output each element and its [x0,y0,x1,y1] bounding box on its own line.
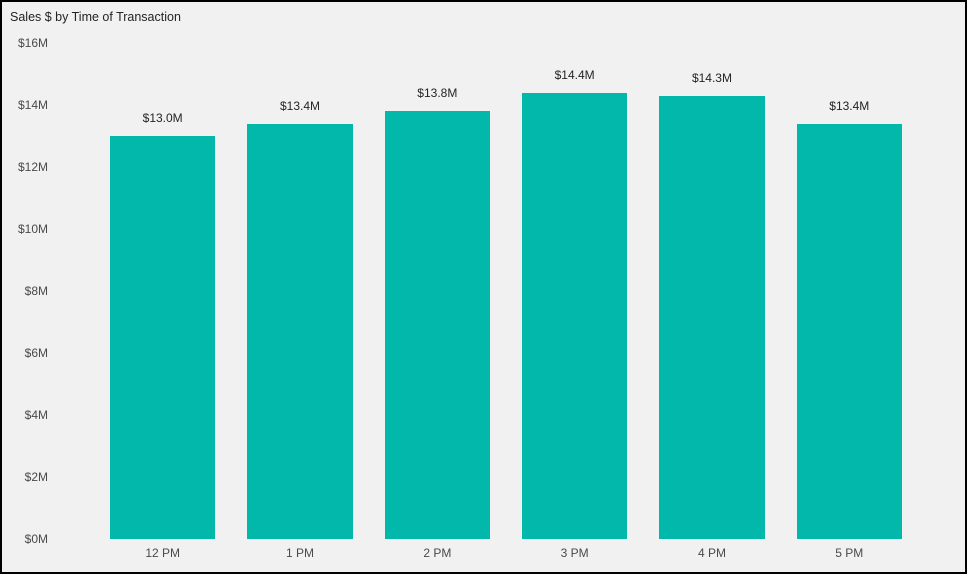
x-axis-label: 2 PM [423,546,452,560]
y-axis-tick: $16M [17,36,48,50]
bar-column: $13.4M [231,43,368,539]
bar-value-label: $13.8M [417,86,458,101]
y-axis-tick: $12M [17,160,48,174]
x-axis-label: 12 PM [145,546,180,560]
x-axis-label: 4 PM [697,546,726,560]
y-axis-tick: $8M [24,284,48,298]
bar-value-label: $13.0M [142,111,183,125]
y-axis-tick: $6M [24,346,48,360]
bar-column: $14.4M [506,43,643,539]
bar-column: $13.8M [369,43,506,539]
chart-title: Sales $ by Time of Transaction [10,10,181,24]
bar-value-label: $14.4M [554,67,595,82]
bar-3-pm[interactable] [522,92,628,539]
y-axis: $16M $14M $12M $10M $8M $6M $4M $2M $0M [8,36,48,546]
bar-column: $14.3M [643,43,780,539]
bar-value-label: $13.4M [829,98,870,113]
x-axis: 12 PM 1 PM 2 PM 3 PM 4 PM 5 PM [94,545,918,561]
bar-5-pm[interactable] [796,123,902,539]
bar-value-label: $14.3M [691,70,732,85]
bar-column: $13.0M [94,43,231,539]
bar-column: $13.4M [781,43,918,539]
bar-4-pm[interactable] [659,95,765,539]
y-axis-tick: $0M [24,532,48,546]
plot-area: $13.0M $13.4M $13.8M $14.4M $14.3M $13.4M [94,43,918,539]
y-axis-tick: $14M [17,98,48,112]
y-axis-tick: $2M [24,470,48,484]
bar-2-pm[interactable] [384,111,490,539]
bar-1-pm[interactable] [247,123,353,539]
bar-value-label: $13.4M [279,98,320,113]
y-axis-tick: $4M [24,408,48,422]
x-axis-label: 5 PM [835,546,864,560]
x-axis-label: 3 PM [560,546,589,560]
x-axis-label: 1 PM [285,546,314,560]
bar-12-pm[interactable] [110,136,216,539]
y-axis-tick: $10M [17,222,48,236]
